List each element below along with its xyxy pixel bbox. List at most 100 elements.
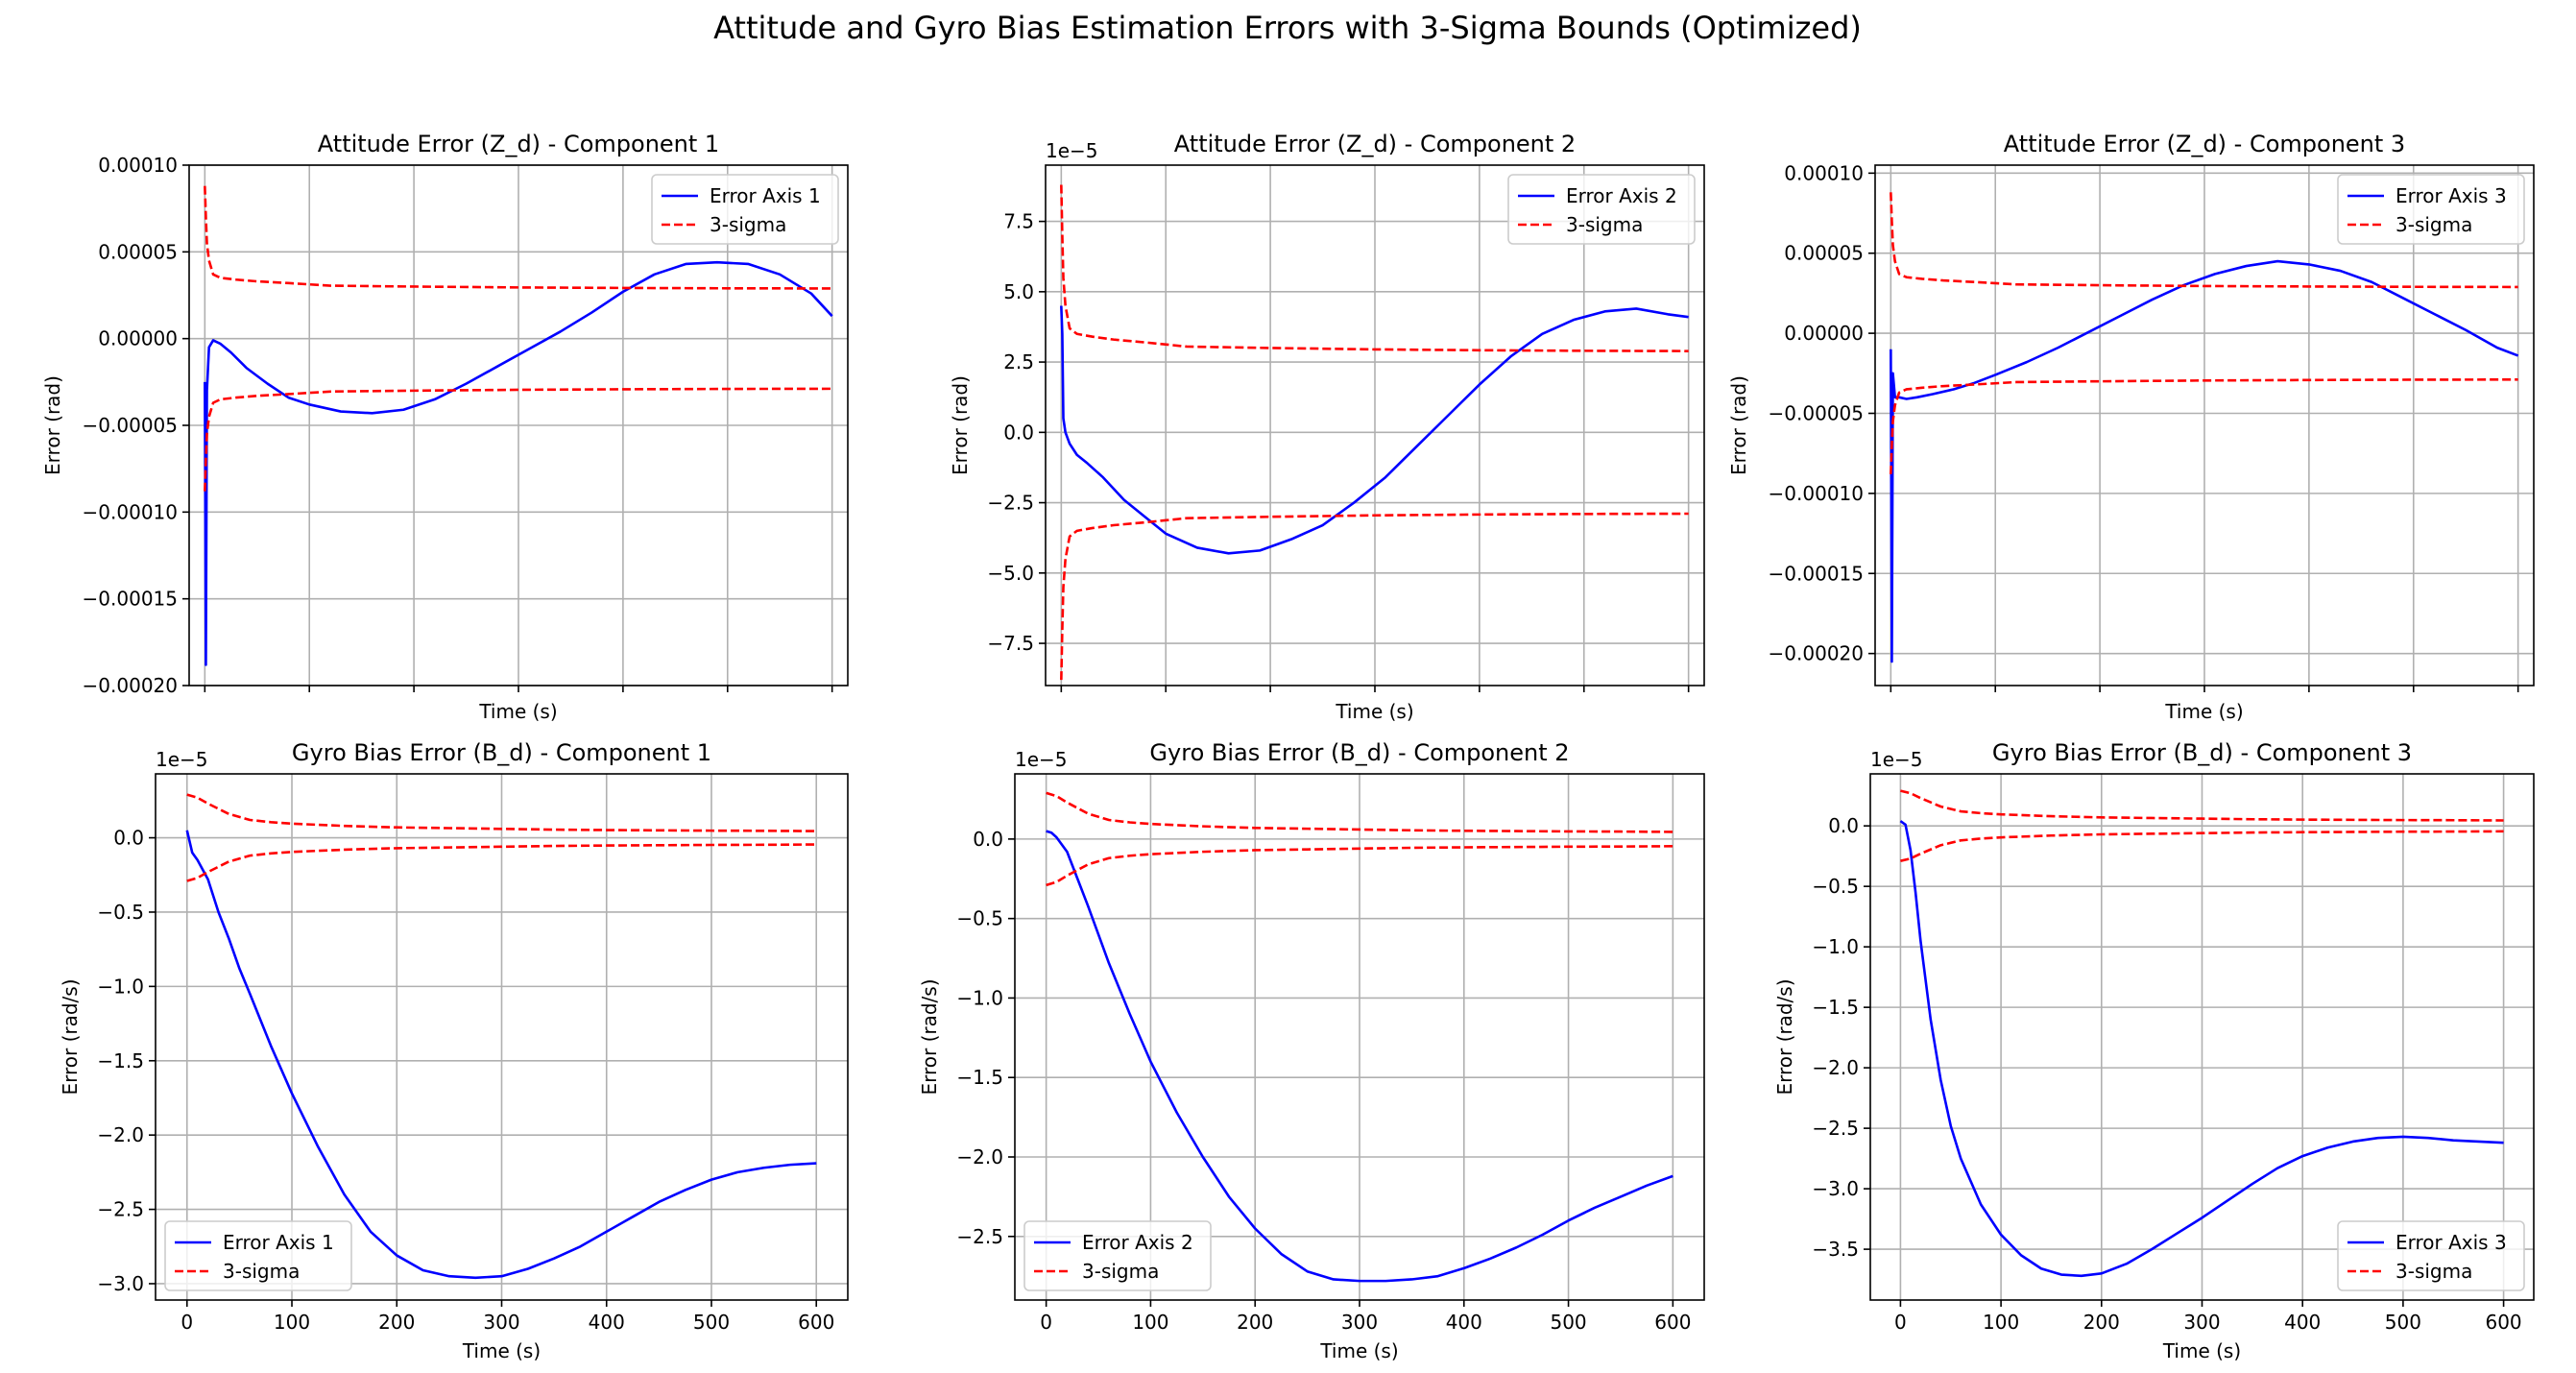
legend-label: 3-sigma: [2395, 1260, 2472, 1283]
figure-title: Attitude and Gyro Bias Estimation Errors…: [713, 10, 1862, 46]
x-tick-label: 500: [693, 1311, 730, 1334]
legend-box: [1023, 1220, 1212, 1291]
sigma-bound-lower-line: [1890, 377, 2518, 474]
chart-title: Attitude Error (Z_d) - Component 2: [1174, 131, 1576, 157]
error-line: [185, 830, 817, 1280]
chart-panel-2: −7.5 −5.0 −2.5 0.0 2.5 5.0 7.5 1e−5 Attitude Err…: [949, 131, 1705, 723]
y-tick-label: −2.0: [97, 1123, 144, 1146]
x-axis-label: Time (s): [1335, 700, 1413, 723]
x-tick-label: 200: [1237, 1311, 1273, 1334]
legend-box: [2337, 1220, 2525, 1291]
error-line: [1890, 259, 2519, 663]
x-tick-label: 400: [1446, 1311, 1482, 1334]
y-tick-label: −0.5: [97, 901, 144, 924]
chart-panel-3: −0.00020 −0.00015 −0.00010 −0.00005 0.00000 0…: [1727, 131, 2535, 723]
y-axis-label: Error (rad/s): [59, 978, 82, 1095]
legend-label: Error Axis 3: [2395, 1231, 2507, 1254]
y-tick-label: −1.5: [1812, 996, 1859, 1019]
legend-label: 3-sigma: [2395, 213, 2472, 236]
y-tick-label: 2.5: [1003, 350, 1034, 373]
sigma-bound-upper-line: [1900, 789, 2504, 822]
x-tick-label: 400: [589, 1311, 625, 1334]
x-tick-label: 500: [1550, 1311, 1586, 1334]
error-line: [1046, 830, 1673, 1283]
x-axis-label: Time (s): [2164, 700, 2243, 723]
x-tick-label: 600: [798, 1311, 834, 1334]
sigma-bound-lower-line: [1900, 830, 2504, 862]
y-axis-label: Error (rad/s): [1773, 978, 1796, 1095]
error-line: [1060, 305, 1689, 555]
y-tick-label: −0.00010: [83, 500, 178, 523]
y-axis-label: Error (rad): [1727, 375, 1750, 475]
x-tick-label: 100: [274, 1311, 310, 1334]
sigma-bound-upper-line: [1046, 791, 1673, 833]
y-axis-offset-text: 1e−5: [1870, 748, 1923, 771]
x-tick-label: 600: [2485, 1311, 2521, 1334]
sigma-bound-upper-line: [1890, 192, 2518, 289]
legend-box: [1507, 174, 1696, 245]
x-axis-label: Time (s): [1319, 1339, 1398, 1362]
x-tick-label: 0: [1040, 1311, 1052, 1334]
y-tick-label: 0.0: [973, 828, 1003, 851]
legend-label: 3-sigma: [1082, 1260, 1159, 1283]
y-tick-label: 0.0: [1828, 814, 1859, 837]
legend-box: [651, 174, 839, 245]
y-tick-label: −0.5: [1812, 875, 1859, 898]
legend-box: [164, 1220, 352, 1291]
y-tick-label: −1.0: [97, 975, 144, 998]
x-tick-label: 100: [1983, 1311, 2019, 1334]
y-tick-label: −0.00020: [1769, 642, 1864, 665]
x-tick-label: 400: [2284, 1311, 2321, 1334]
sigma-bound-upper-line: [204, 185, 832, 290]
y-tick-label: −0.00015: [83, 588, 178, 611]
y-axis-label: Error (rad/s): [918, 978, 941, 1095]
y-tick-label: 0.00000: [1784, 322, 1864, 345]
y-axis-label: Error (rad): [41, 375, 64, 475]
x-tick-label: 300: [1341, 1311, 1378, 1334]
error-line: [1899, 820, 2504, 1278]
y-tick-label: −0.00020: [83, 674, 178, 697]
legend-label: Error Axis 3: [2395, 184, 2507, 207]
y-tick-label: 0.0: [1003, 421, 1034, 444]
y-tick-label: 0.00010: [1784, 161, 1864, 184]
y-tick-label: −0.00005: [1769, 401, 1864, 424]
y-tick-label: 0.00010: [98, 154, 178, 177]
x-tick-label: 0: [181, 1311, 193, 1334]
legend: Error Axis 1 3-sigma: [651, 174, 839, 245]
x-tick-label: 600: [1654, 1311, 1691, 1334]
y-tick-label: −3.0: [97, 1272, 144, 1295]
x-tick-label: 300: [483, 1311, 519, 1334]
y-tick-label: −1.5: [956, 1066, 1003, 1089]
chart-title: Gyro Bias Error (B_d) - Component 2: [1149, 739, 1569, 766]
sigma-bound-lower-line: [204, 387, 832, 492]
sigma-bound-upper-line: [186, 793, 817, 832]
y-tick-label: 0.00000: [98, 327, 178, 350]
legend-label: Error Axis 2: [1566, 184, 1677, 207]
sigma-bound-upper-line: [1060, 184, 1689, 352]
y-axis-offset-text: 1e−5: [1046, 139, 1098, 162]
x-axis-label: Time (s): [478, 700, 557, 723]
legend: Error Axis 1 3-sigma: [164, 1220, 352, 1291]
chart-title: Attitude Error (Z_d) - Component 3: [2004, 131, 2405, 157]
y-tick-label: −2.5: [1812, 1117, 1859, 1140]
legend: Error Axis 3 3-sigma: [2337, 174, 2525, 245]
y-tick-label: −2.5: [987, 492, 1034, 515]
chart-title: Attitude Error (Z_d) - Component 1: [318, 131, 719, 157]
y-tick-label: 7.5: [1003, 210, 1034, 233]
y-tick-label: −2.0: [956, 1145, 1003, 1168]
y-tick-label: 0.00005: [98, 240, 178, 263]
y-tick-label: 0.00005: [1784, 242, 1864, 265]
y-tick-label: 5.0: [1003, 280, 1034, 303]
y-tick-label: −7.5: [987, 632, 1034, 655]
sigma-bound-lower-line: [1060, 512, 1689, 681]
y-tick-label: −5.0: [987, 562, 1034, 585]
y-axis-label: Error (rad): [949, 375, 972, 475]
x-tick-label: 100: [1132, 1311, 1168, 1334]
legend: Error Axis 2 3-sigma: [1023, 1220, 1212, 1291]
legend: Error Axis 2 3-sigma: [1507, 174, 1696, 245]
legend-label: Error Axis 1: [223, 1231, 334, 1254]
error-line: [204, 260, 833, 666]
y-tick-label: −0.00010: [1769, 482, 1864, 505]
x-axis-label: Time (s): [462, 1339, 541, 1362]
chart-panel-6: 0 100 200 300 400 500 600 −3.5 −3.0 −2.5 −2.0 −1.5 −…: [1773, 739, 2535, 1362]
